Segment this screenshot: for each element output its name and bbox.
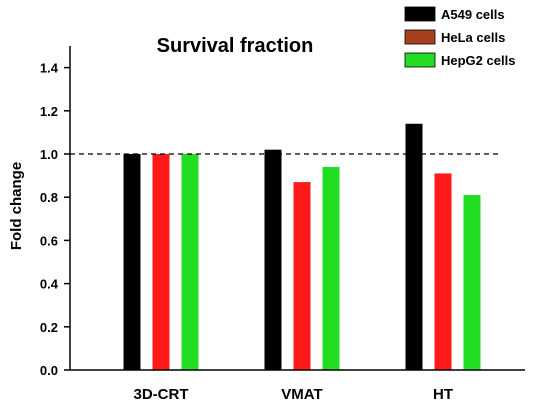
y-tick-label: 1.2 <box>40 104 58 119</box>
y-tick-label: 0.8 <box>40 190 58 205</box>
y-tick-label: 1.4 <box>40 61 59 76</box>
bar <box>152 154 170 370</box>
y-axis-ticks: 0.0 0.2 0.4 0.6 0.8 1.0 1.2 1.4 <box>40 61 70 378</box>
legend-swatch <box>404 6 436 22</box>
legend-label: A549 cells <box>441 7 505 22</box>
y-tick-label: 0.2 <box>40 320 58 335</box>
bar <box>434 173 452 370</box>
y-tick-label: 1.0 <box>40 147 58 162</box>
legend-swatch <box>404 29 436 45</box>
bars-group <box>123 123 481 370</box>
bar <box>293 182 311 370</box>
x-category-label: 3D-CRT <box>134 386 189 403</box>
y-tick-label: 0.0 <box>40 363 58 378</box>
bar <box>463 195 481 370</box>
legend: A549 cells HeLa cells HepG2 cells <box>404 6 515 68</box>
bar <box>322 166 340 370</box>
bar <box>405 123 423 370</box>
legend-label: HeLa cells <box>441 30 505 45</box>
y-tick-label: 0.6 <box>40 233 58 248</box>
legend-label: HepG2 cells <box>441 53 515 68</box>
x-axis-categories: 3D-CRT VMAT HT <box>134 386 454 403</box>
y-axis-title: Fold change <box>8 162 25 250</box>
bar <box>123 154 141 370</box>
x-category-label: HT <box>433 386 453 403</box>
chart-title: Survival fraction <box>157 35 314 57</box>
bar <box>264 149 282 370</box>
legend-swatch <box>404 52 436 68</box>
bar <box>181 154 199 370</box>
x-category-label: VMAT <box>281 386 322 403</box>
y-tick-label: 0.4 <box>40 277 59 292</box>
